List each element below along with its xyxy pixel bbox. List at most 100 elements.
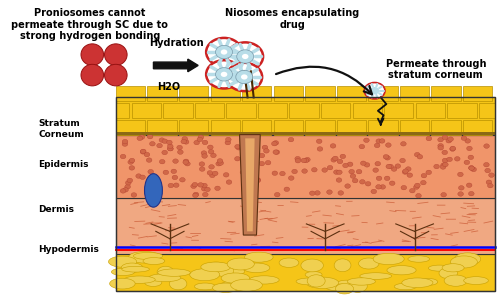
Ellipse shape [112,268,135,275]
Circle shape [383,155,389,159]
Ellipse shape [394,283,416,290]
Circle shape [156,144,162,148]
Ellipse shape [306,277,338,289]
Circle shape [168,147,173,151]
Circle shape [400,158,406,163]
Bar [290,103,319,118]
Ellipse shape [190,269,220,281]
Bar [210,120,240,135]
Ellipse shape [296,278,323,285]
Bar [116,120,145,135]
Circle shape [193,192,199,197]
Circle shape [407,173,412,177]
Circle shape [441,193,446,197]
Circle shape [197,137,202,142]
Circle shape [288,176,294,180]
Circle shape [440,165,446,169]
Circle shape [464,160,469,164]
Ellipse shape [194,283,216,290]
Circle shape [447,157,452,161]
Circle shape [484,144,490,148]
Circle shape [380,139,385,143]
Circle shape [240,148,246,152]
Circle shape [177,145,182,150]
Ellipse shape [326,284,352,291]
Ellipse shape [334,259,351,272]
Circle shape [146,181,152,185]
Text: Dermis: Dermis [38,205,74,213]
Circle shape [162,150,168,155]
Ellipse shape [336,280,357,289]
Circle shape [303,158,309,163]
Circle shape [438,144,444,148]
Circle shape [194,140,200,145]
Circle shape [461,136,467,141]
Circle shape [345,184,350,188]
Circle shape [292,169,298,174]
Circle shape [331,158,336,162]
Circle shape [202,154,207,158]
Circle shape [280,171,285,176]
FancyArrow shape [154,59,198,72]
Circle shape [140,149,146,154]
Bar [116,103,130,118]
Circle shape [370,87,380,94]
Bar [163,103,192,118]
Text: H2O: H2O [157,82,180,92]
Circle shape [390,181,395,185]
Circle shape [371,189,376,194]
Circle shape [360,180,365,184]
Circle shape [245,173,250,178]
Bar [416,103,445,118]
Circle shape [471,167,476,172]
Circle shape [225,141,230,145]
Ellipse shape [104,64,127,86]
Circle shape [122,187,128,192]
Ellipse shape [149,274,181,282]
Circle shape [340,154,345,159]
Text: Niosomes encapsulating
drug: Niosomes encapsulating drug [225,8,360,30]
Bar [305,120,334,135]
Circle shape [174,183,179,187]
Circle shape [417,155,422,159]
Circle shape [402,169,408,173]
Circle shape [129,166,134,170]
Circle shape [212,171,218,176]
Circle shape [180,178,185,182]
Ellipse shape [122,266,150,272]
Ellipse shape [230,279,262,291]
Circle shape [400,142,406,146]
Bar [337,86,366,101]
Circle shape [334,170,339,174]
Circle shape [206,60,242,89]
Bar [463,86,492,101]
Bar [179,120,208,135]
Ellipse shape [201,262,231,272]
Circle shape [401,185,406,190]
Circle shape [210,173,215,178]
Circle shape [488,173,494,177]
Bar [242,120,272,135]
Circle shape [228,42,263,71]
Circle shape [150,141,155,146]
Bar [226,103,256,118]
Ellipse shape [418,278,438,285]
Circle shape [183,160,188,164]
Circle shape [416,193,422,198]
Circle shape [274,150,280,154]
Circle shape [131,193,136,197]
Ellipse shape [110,278,135,289]
Circle shape [240,170,246,175]
Circle shape [465,139,470,143]
Circle shape [226,63,262,91]
Circle shape [155,189,161,194]
Ellipse shape [305,271,322,278]
Ellipse shape [243,263,270,273]
Circle shape [442,135,448,140]
Ellipse shape [358,258,379,269]
Circle shape [374,143,380,148]
Text: Proniosomes cannot
permeate through SC due to
strong hydrogen bonding: Proniosomes cannot permeate through SC d… [12,8,168,41]
Circle shape [446,138,452,143]
Circle shape [421,173,427,178]
Circle shape [442,150,448,155]
